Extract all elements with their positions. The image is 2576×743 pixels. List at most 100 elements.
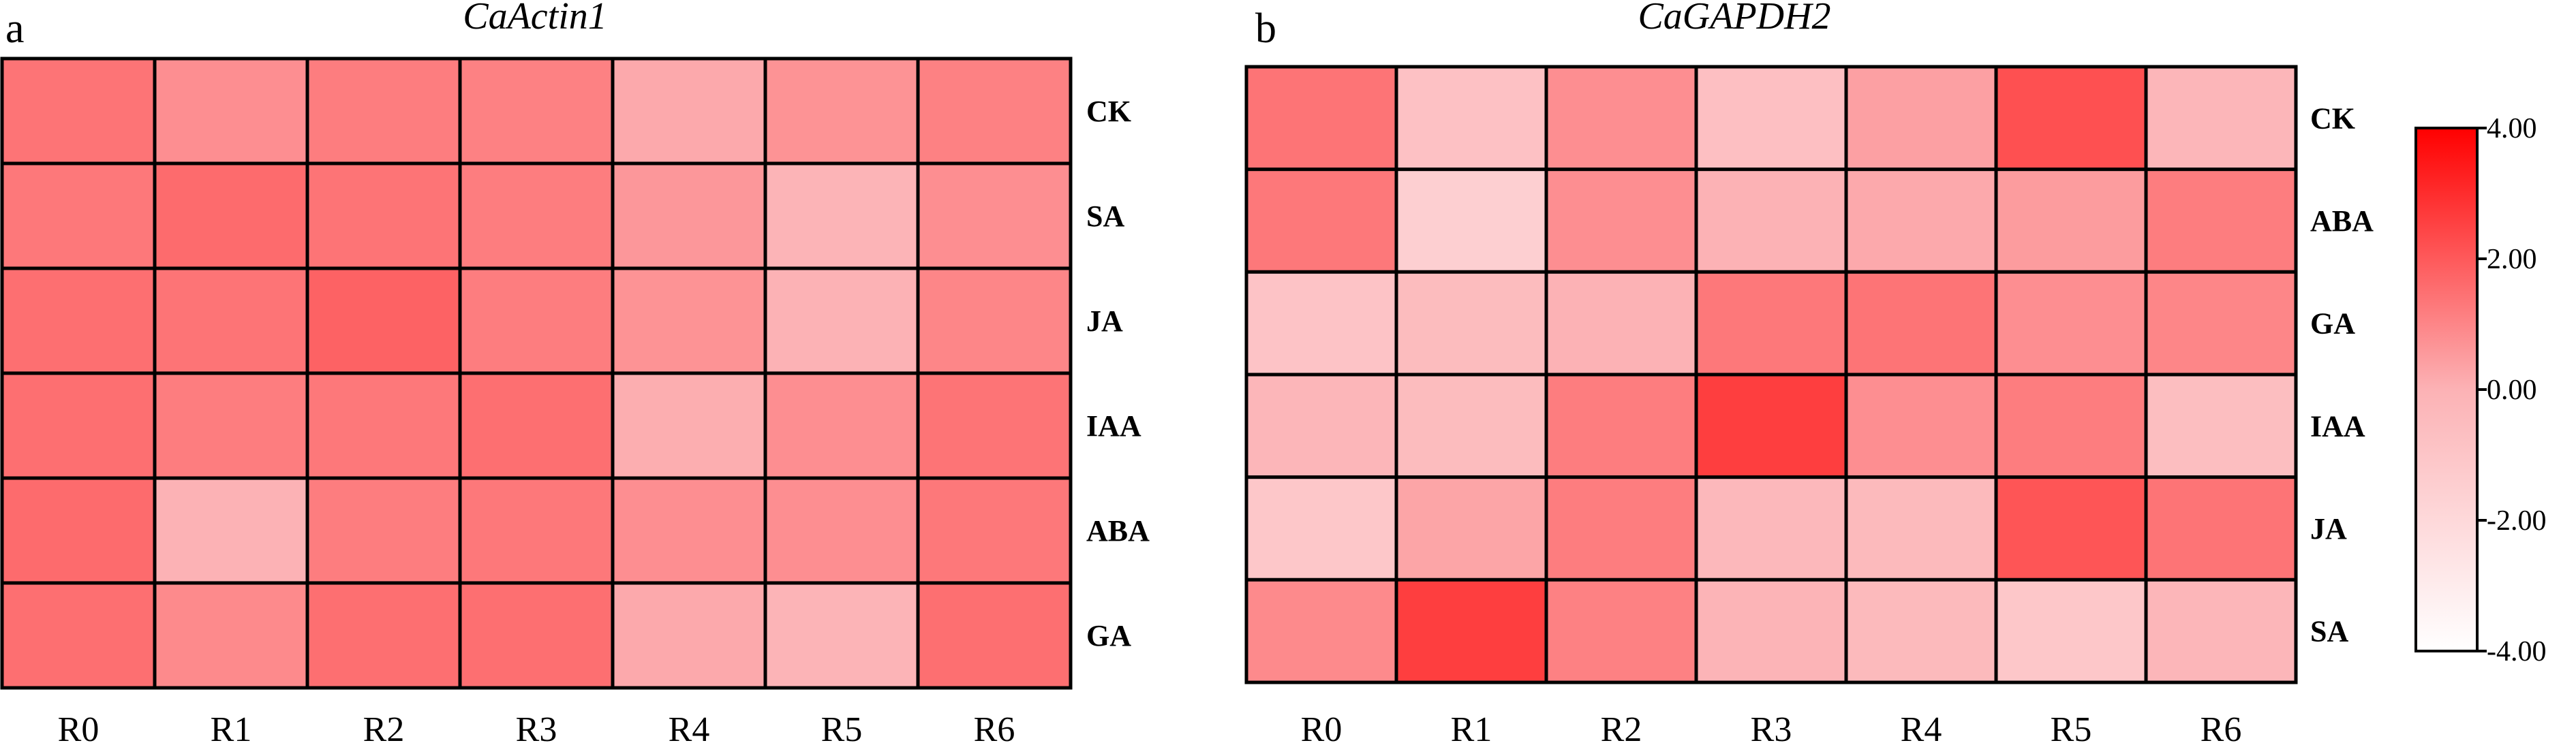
column-label-b-r0: R0 bbox=[1301, 710, 1343, 743]
row-label-a-ga: GA bbox=[1086, 619, 1131, 652]
heatmap-cell-b-ga-r3 bbox=[1694, 270, 1848, 377]
heatmap-cell-a-sa-r4 bbox=[611, 161, 767, 270]
panel-letter-a: a bbox=[5, 5, 25, 52]
heatmap-cell-b-aba-r3 bbox=[1694, 168, 1848, 274]
heatmap-cell-a-iaa-r2 bbox=[305, 371, 462, 480]
heatmap-cell-a-ga-r5 bbox=[763, 581, 920, 690]
row-label-b-iaa: IAA bbox=[2310, 409, 2365, 443]
heatmap-cell-b-iaa-r3 bbox=[1694, 373, 1848, 479]
column-label-b-r5: R5 bbox=[2051, 710, 2092, 743]
colorbar-tick-label: -4.00 bbox=[2487, 636, 2547, 667]
heatmap-cell-b-aba-r4 bbox=[1844, 168, 1998, 274]
heatmap-cell-a-ja-r0 bbox=[0, 266, 157, 375]
heatmap-cell-a-iaa-r5 bbox=[763, 371, 920, 480]
colorbar-tick-label: 2.00 bbox=[2487, 244, 2537, 275]
column-label-b-r1: R1 bbox=[1451, 710, 1492, 743]
heatmap-cell-a-aba-r5 bbox=[763, 476, 920, 585]
colorbar-gradient bbox=[2414, 127, 2479, 652]
heatmap-cell-a-aba-r2 bbox=[305, 476, 462, 585]
heatmap-cell-b-ga-r4 bbox=[1844, 270, 1998, 377]
row-label-b-ck: CK bbox=[2310, 101, 2355, 135]
heatmap-cell-b-iaa-r5 bbox=[1994, 373, 2148, 479]
heatmap-cell-a-iaa-r6 bbox=[916, 371, 1073, 480]
row-label-b-ga: GA bbox=[2310, 307, 2355, 341]
heatmap-cell-a-sa-r3 bbox=[458, 161, 615, 270]
column-label-b-r3: R3 bbox=[1751, 710, 1792, 743]
heatmap-cell-a-aba-r4 bbox=[611, 476, 767, 585]
heatmap-cell-b-iaa-r6 bbox=[2144, 373, 2298, 479]
colorbar: 4.00 2.00 0.00 -2.00 -4.00 bbox=[2414, 113, 2547, 667]
heatmap-cell-a-ga-r2 bbox=[305, 581, 462, 690]
heatmap-cell-a-ga-r0 bbox=[0, 581, 157, 690]
heatmap-cell-b-sa-r4 bbox=[1844, 578, 1998, 684]
heatmap-cell-a-iaa-r3 bbox=[458, 371, 615, 480]
heatmap-cell-b-ja-r5 bbox=[1994, 475, 2148, 582]
heatmap-title-b: CaGAPDH2 bbox=[1638, 0, 1830, 37]
heatmap-cell-a-ja-r4 bbox=[611, 266, 767, 375]
heatmap-cell-a-aba-r1 bbox=[153, 476, 309, 585]
heatmap-cell-b-aba-r1 bbox=[1394, 168, 1548, 274]
heatmap-cell-b-ja-r1 bbox=[1394, 475, 1548, 582]
row-label-b-aba: ABA bbox=[2310, 204, 2374, 238]
heatmap-panel-b: b CaGAPDH2 CK ABA GA IAA JA SA R0 R1 R2 R3 R4 R5 R6 bbox=[1244, 0, 2374, 743]
heatmap-cell-b-ga-r6 bbox=[2144, 270, 2298, 377]
heatmap-cell-b-aba-r0 bbox=[1244, 168, 1398, 274]
heatmap-cell-a-ck-r3 bbox=[458, 57, 615, 165]
heatmap-cell-b-sa-r2 bbox=[1544, 578, 1698, 684]
heatmap-cell-b-ck-r3 bbox=[1694, 65, 1848, 172]
heatmap-cell-a-iaa-r0 bbox=[0, 371, 157, 480]
heatmap-cell-a-ja-r3 bbox=[458, 266, 615, 375]
heatmap-cell-a-aba-r3 bbox=[458, 476, 615, 585]
heatmap-cell-b-ck-r0 bbox=[1244, 65, 1398, 172]
heatmap-cell-a-sa-r5 bbox=[763, 161, 920, 270]
heatmap-cell-b-sa-r6 bbox=[2144, 578, 2298, 684]
heatmap-cell-b-ck-r2 bbox=[1544, 65, 1698, 172]
heatmap-cell-a-ck-r4 bbox=[611, 57, 767, 165]
heatmap-cell-a-ja-r6 bbox=[916, 266, 1073, 375]
row-label-a-sa: SA bbox=[1086, 200, 1124, 233]
row-label-a-ck: CK bbox=[1086, 95, 1131, 128]
heatmap-cell-a-ck-r6 bbox=[916, 57, 1073, 165]
heatmap-cell-a-ck-r0 bbox=[0, 57, 157, 165]
heatmap-cell-b-ga-r1 bbox=[1394, 270, 1548, 377]
heatmap-cell-b-ga-r5 bbox=[1994, 270, 2148, 377]
row-label-a-ja: JA bbox=[1086, 304, 1123, 338]
heatmap-cell-a-ga-r4 bbox=[611, 581, 767, 690]
heatmap-cell-b-sa-r3 bbox=[1694, 578, 1848, 684]
heatmap-cell-b-aba-r2 bbox=[1544, 168, 1698, 274]
row-labels-a: CK SA JA IAA ABA GA bbox=[1086, 95, 1150, 652]
heatmap-cell-a-ja-r2 bbox=[305, 266, 462, 375]
column-label-a-r4: R4 bbox=[669, 710, 710, 743]
column-label-a-r1: R1 bbox=[211, 710, 252, 743]
colorbar-tick-label: 4.00 bbox=[2487, 113, 2537, 144]
heatmap-cells-a bbox=[0, 57, 1073, 690]
heatmap-panel-a: a CaActin1 CK SA JA IAA ABA GA R0 R1 R2 R3 R4 R5 R6 bbox=[0, 0, 1150, 743]
heatmap-title-a: CaActin1 bbox=[463, 0, 607, 37]
colorbar-ticks: 4.00 2.00 0.00 -2.00 -4.00 bbox=[2477, 113, 2547, 667]
heatmap-cell-b-iaa-r4 bbox=[1844, 373, 1998, 479]
heatmap-cell-a-sa-r2 bbox=[305, 161, 462, 270]
row-label-b-ja: JA bbox=[2310, 512, 2347, 546]
panel-letter-b: b bbox=[1255, 5, 1276, 52]
heatmap-cell-a-ja-r5 bbox=[763, 266, 920, 375]
heatmap-cell-a-iaa-r4 bbox=[611, 371, 767, 480]
row-label-a-iaa: IAA bbox=[1086, 409, 1141, 443]
heatmap-cell-b-aba-r6 bbox=[2144, 168, 2298, 274]
heatmap-cell-a-ga-r3 bbox=[458, 581, 615, 690]
heatmap-cell-b-sa-r5 bbox=[1994, 578, 2148, 684]
heatmap-cell-a-ga-r1 bbox=[153, 581, 309, 690]
heatmap-cell-b-ck-r5 bbox=[1994, 65, 2148, 172]
heatmap-cell-b-ja-r3 bbox=[1694, 475, 1848, 582]
heatmap-cell-b-ja-r6 bbox=[2144, 475, 2298, 582]
heatmap-cell-b-ga-r2 bbox=[1544, 270, 1698, 377]
colorbar-tick-label: -2.00 bbox=[2487, 505, 2547, 537]
heatmap-cell-a-iaa-r1 bbox=[153, 371, 309, 480]
heatmap-cell-b-ja-r2 bbox=[1544, 475, 1698, 582]
row-label-b-sa: SA bbox=[2310, 615, 2348, 648]
heatmap-frame-a bbox=[0, 57, 1073, 690]
heatmap-cell-b-sa-r0 bbox=[1244, 578, 1398, 684]
column-label-a-r5: R5 bbox=[821, 710, 863, 743]
heatmap-cell-b-iaa-r1 bbox=[1394, 373, 1548, 479]
row-label-a-aba: ABA bbox=[1086, 514, 1150, 548]
heatmap-cell-a-sa-r1 bbox=[153, 161, 309, 270]
